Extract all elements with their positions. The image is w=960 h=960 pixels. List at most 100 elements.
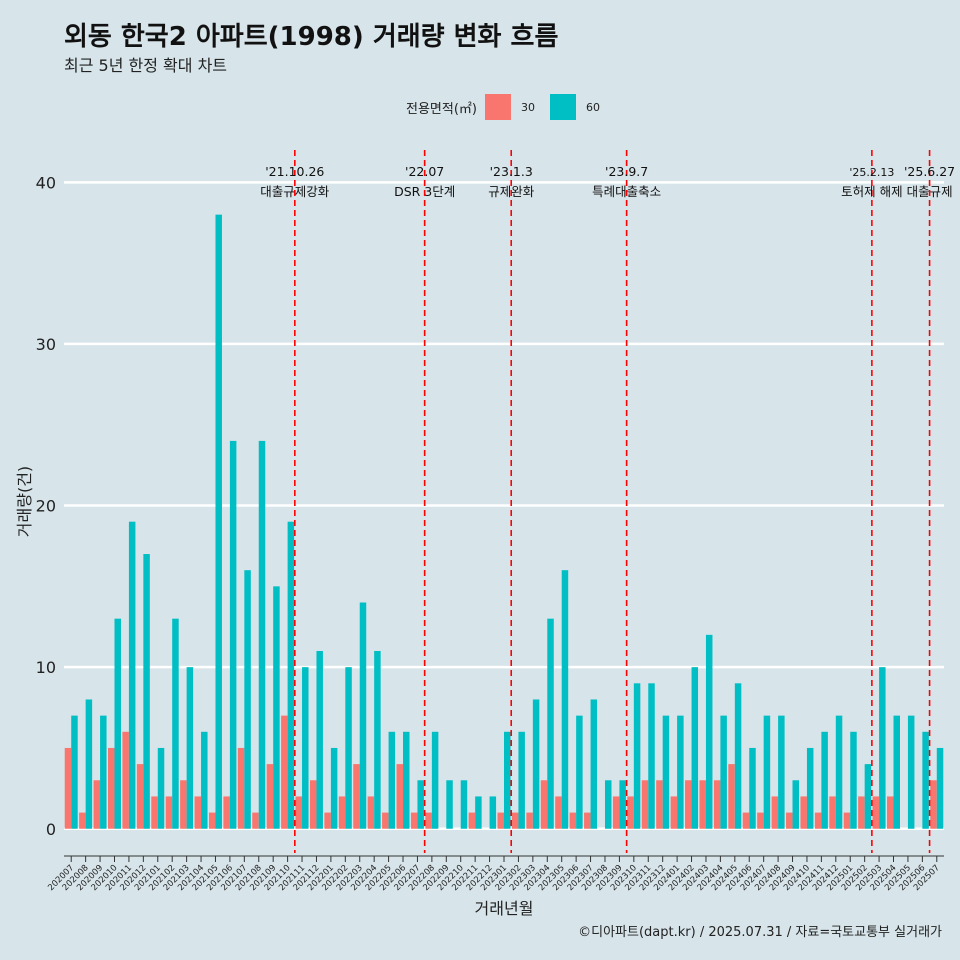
bar-30-202312 [656,780,663,829]
bar-60-202405 [734,683,742,829]
bar-30-202303 [526,812,533,829]
bar-30-202211 [468,812,476,829]
y-tick-label: 40 [36,173,56,192]
bar-60-202112 [316,650,323,829]
bar-30-202404 [713,780,721,829]
bar-30-202102 [165,796,173,829]
bar-30-202502 [858,796,865,829]
bar-30-202008 [79,812,86,829]
bar-30-202204 [367,796,375,829]
bar-30-202101 [151,796,158,829]
bar-30-202111 [295,796,303,829]
bar-60-202503 [879,667,886,829]
bar-60-202104 [201,731,208,829]
bar-30-202402 [685,780,692,829]
bar-30-202206 [396,764,404,829]
bar-60-202212 [489,796,497,829]
caption: ©디아파트(dapt.kr) / 2025.07.31 / 자료=국토교통부 실… [578,925,942,940]
bar-60-202108 [258,440,266,829]
bar-60-202107 [244,570,251,829]
bar-60-202211 [475,796,482,829]
bar-30-202305 [555,796,562,829]
bar-60-202502 [864,764,872,829]
event-name-label: 대출규제강화 [260,184,330,199]
event-date-label: '25.2.13 [849,166,894,179]
bar-60-202406 [749,747,756,829]
bar-60-202012 [143,554,150,829]
legend-swatch-60 [549,94,576,120]
bar-60-202301 [504,731,511,829]
bar-60-202404 [720,715,727,829]
bar-30-202202 [338,796,346,829]
bar-30-202407 [757,812,764,829]
bar-30-202304 [540,780,548,829]
bar-60-202305 [561,570,569,829]
bar-60-202411 [821,731,828,829]
bar-60-202311 [648,683,655,829]
bar-60-202504 [893,715,900,829]
bar-30-202107 [237,747,245,829]
bar-60-202110 [287,521,295,829]
legend-label-60: 60 [585,100,600,114]
bar-60-202205 [388,731,396,829]
bar-30-202110 [281,715,288,829]
bar-60-202409 [792,780,800,829]
bar-60-202208 [431,731,439,829]
bar-30-202010 [108,747,115,829]
bar-60-202203 [359,602,367,829]
bar-60-202106 [229,440,237,829]
bar-30-202409 [786,812,793,829]
bar-60-202207 [417,780,424,829]
legend-label-30: 30 [520,100,535,114]
event-date-label: '25.6.27 [904,164,955,179]
bar-30-202301 [497,812,504,829]
bar-30-202109 [266,764,274,829]
chart-subtitle: 최근 5년 한정 확대 차트 [64,56,228,75]
event-name-label: 규제완화 [488,184,535,199]
bar-60-202102 [172,618,179,829]
event-name-label: 토허제 해제 [841,184,902,199]
bar-30-202507 [930,780,937,829]
bar-60-202109 [273,586,280,829]
bar-60-202401 [677,715,684,829]
bar-30-202302 [511,812,519,829]
bar-60-202007 [71,715,78,829]
bar-60-202310 [633,683,641,829]
bar-60-202206 [403,731,410,829]
event-date-label: '23.1.3 [490,164,533,179]
bar-30-202007 [64,747,72,829]
bar-60-202101 [157,747,165,829]
bar-30-202405 [728,764,735,829]
event-name-label: DSR 3단계 [394,184,455,199]
bar-60-202304 [547,618,554,829]
bar-60-202209 [446,780,453,829]
bar-30-202009 [93,780,101,829]
bar-30-202307 [584,812,591,829]
legend-title: 전용면적(㎡) [406,101,477,117]
bar-30-202112 [309,780,317,829]
bar-30-202309 [612,796,620,829]
event-date-label: '22.07 [405,164,444,179]
y-tick-label: 0 [46,820,56,839]
bar-30-202103 [180,780,187,829]
event-date-label: '21.10.26 [265,164,324,179]
bar-60-202111 [302,667,309,829]
bar-60-202105 [215,214,222,829]
bar-30-202410 [800,796,807,829]
bar-30-202108 [252,812,259,829]
bar-60-202312 [662,715,670,829]
bar-60-202103 [186,667,194,829]
bar-30-202205 [382,812,389,829]
bar-60-202309 [619,780,626,829]
bar-60-202507 [936,747,944,829]
bar-30-202201 [324,812,331,829]
bar-60-202204 [374,650,381,829]
bar-30-202104 [194,796,202,829]
bar-60-202506 [922,731,929,829]
bar-30-202411 [814,812,822,829]
y-axis-title: 거래량(건) [15,466,34,537]
bar-60-202306 [576,715,583,829]
bar-30-202412 [829,796,836,829]
bar-30-202310 [627,796,634,829]
event-name-label: 대출규제 [907,184,953,199]
